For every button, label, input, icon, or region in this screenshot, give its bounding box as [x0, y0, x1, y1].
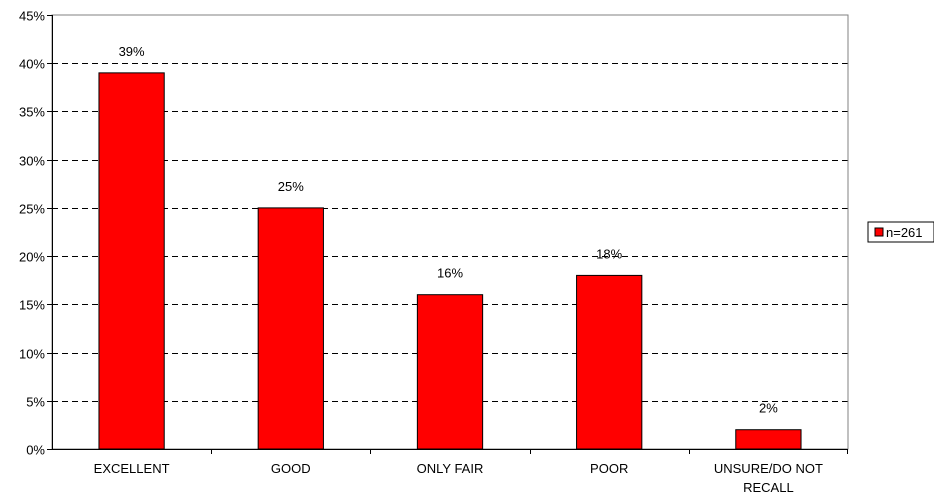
y-tick-label: 15% [19, 298, 45, 313]
x-tick-label: GOOD [271, 461, 311, 476]
x-tick-label: ONLY FAIR [417, 461, 484, 476]
data-label: 18% [596, 246, 622, 261]
legend: n=261 [867, 221, 934, 243]
bar [257, 207, 324, 450]
y-tick-label: 20% [19, 250, 45, 265]
legend-box [867, 221, 934, 243]
y-tick-label: 10% [19, 347, 45, 362]
legend-label: n=261 [886, 225, 923, 240]
x-tick-label-line: RECALL [743, 480, 794, 495]
y-tick-label: 45% [19, 9, 45, 24]
y-tick-label: 35% [19, 105, 45, 120]
x-tick-label: POOR [590, 461, 628, 476]
x-tick-label-line: GOOD [271, 461, 311, 476]
x-tick-label-line: ONLY FAIR [417, 461, 484, 476]
y-tick-label: 0% [26, 443, 45, 458]
data-label: 39% [119, 44, 145, 59]
bars [98, 72, 802, 450]
x-tick-label-line: POOR [590, 461, 628, 476]
x-tick-label-line: EXCELLENT [94, 461, 170, 476]
x-tick-label: EXCELLENT [94, 461, 170, 476]
bar [576, 274, 643, 450]
y-tick-label: 40% [19, 57, 45, 72]
bar [735, 429, 802, 450]
y-tick-label: 5% [26, 395, 45, 410]
data-label: 2% [759, 401, 778, 416]
y-tick-label: 25% [19, 202, 45, 217]
labels: 0% 5% 10% 15% 20% 25% 30% 35% 40% 45% 39% EXCELLENT… [19, 9, 823, 496]
y-tick-label: 30% [19, 154, 45, 169]
data-label: 16% [437, 266, 463, 281]
bar [98, 72, 165, 450]
gridlines [52, 63, 848, 402]
bar [416, 294, 484, 450]
x-tick-label-line: UNSURE/DO NOT [714, 461, 823, 476]
x-tick-label: UNSURE/DO NOT RECALL [714, 461, 823, 495]
data-label: 25% [278, 179, 304, 194]
legend-swatch [874, 227, 884, 237]
